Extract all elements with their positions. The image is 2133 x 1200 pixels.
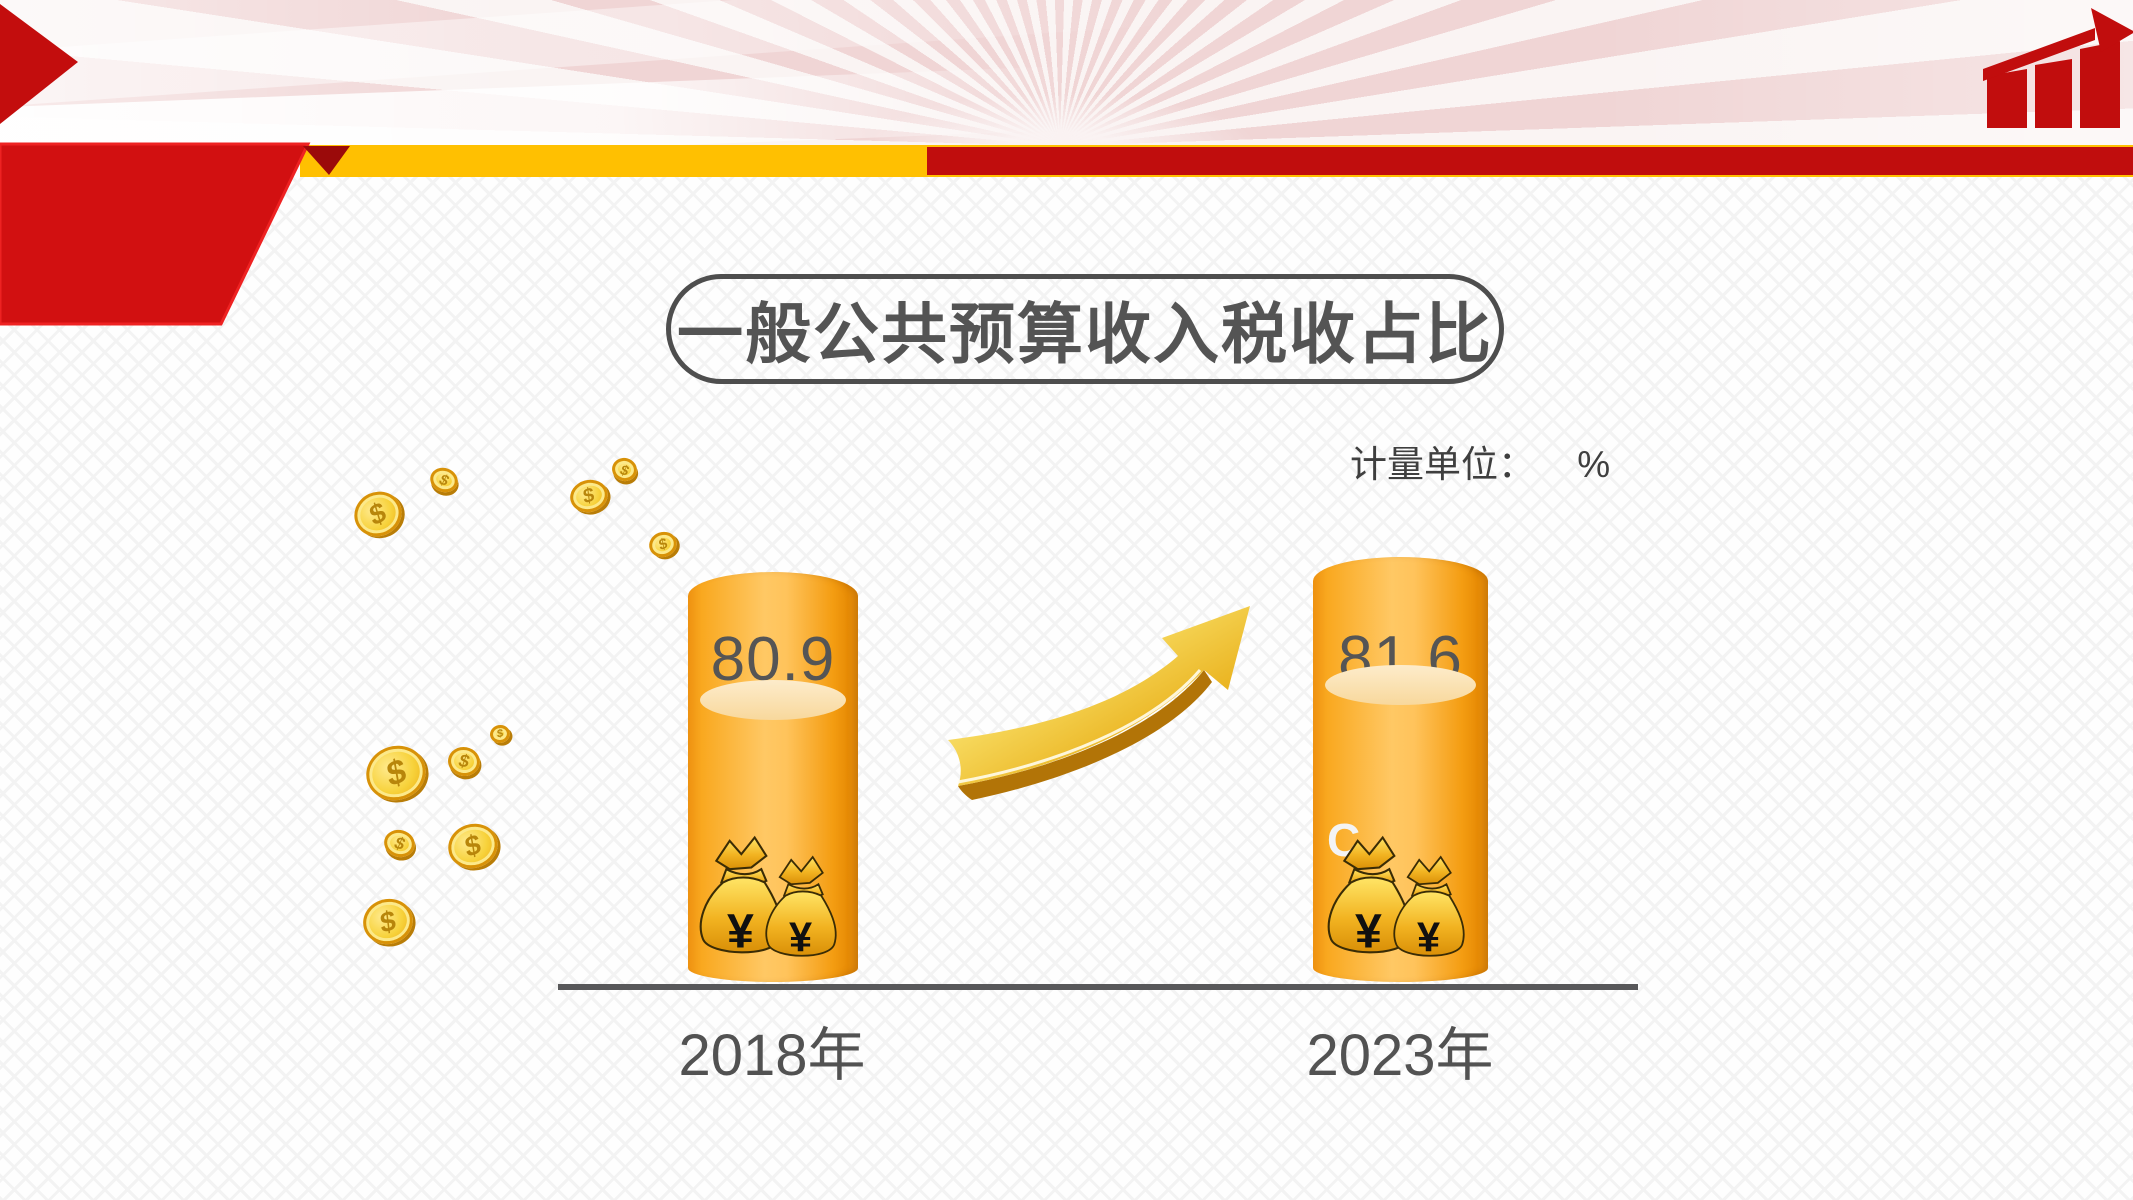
- coin-icon: $: [566, 475, 612, 517]
- chart-title: 一般公共预算收入税收占比: [677, 297, 1493, 371]
- liquid-surface: [699, 680, 847, 720]
- coin-symbol: $: [496, 727, 504, 741]
- header-band-gold: [300, 145, 927, 177]
- coin-icon: $: [381, 826, 418, 861]
- coin-symbol: $: [383, 750, 409, 795]
- coin-icon: $: [359, 738, 433, 808]
- bar-2023: 81.6 C: [1313, 557, 1488, 982]
- axis-label-2023: 2023年: [1306, 1023, 1494, 1088]
- coin-icon: $: [645, 527, 681, 562]
- header-band-red: [927, 145, 2133, 177]
- coin-icon: $: [609, 455, 640, 484]
- coin-symbol: $: [366, 495, 390, 532]
- bar-chart-icon: [1983, 8, 2133, 128]
- corner-triangle-icon: [0, 4, 78, 124]
- coin-symbol: $: [391, 832, 409, 854]
- corner-ribbon: [0, 4, 350, 326]
- bar-2018: 80.9: [688, 572, 858, 982]
- coin-icon: $: [426, 463, 462, 497]
- unit-value: %: [1577, 444, 1611, 485]
- corner-trapezoid: [0, 142, 311, 326]
- coin-symbol: $: [617, 461, 632, 478]
- axis-label-2018: 2018年: [678, 1023, 866, 1088]
- axis-line: [558, 984, 1638, 990]
- chart-title-box: 一般公共预算收入税收占比: [666, 274, 1504, 384]
- coin-icon: $: [445, 744, 483, 779]
- unit-label: 计量单位：: [1350, 444, 1535, 485]
- money-bags-icon: [1327, 836, 1465, 962]
- coin-symbol: $: [436, 470, 452, 490]
- liquid-surface: [1325, 665, 1476, 705]
- growth-arrow-icon: [948, 606, 1250, 800]
- coin-symbol: $: [378, 903, 398, 939]
- coin-symbol: $: [462, 827, 484, 864]
- coin-icon: $: [442, 817, 504, 875]
- unit-label-group: 计量单位： %: [1350, 434, 1610, 488]
- coin-symbol: $: [582, 483, 596, 508]
- coin-symbol: $: [657, 534, 669, 555]
- coin-symbol: $: [456, 750, 473, 772]
- band-notch-triangle: [303, 146, 350, 175]
- coin-icon: $: [346, 483, 410, 545]
- money-bags-icon: [699, 836, 837, 962]
- coin-icon: $: [488, 723, 512, 745]
- coin-icon: $: [358, 893, 418, 950]
